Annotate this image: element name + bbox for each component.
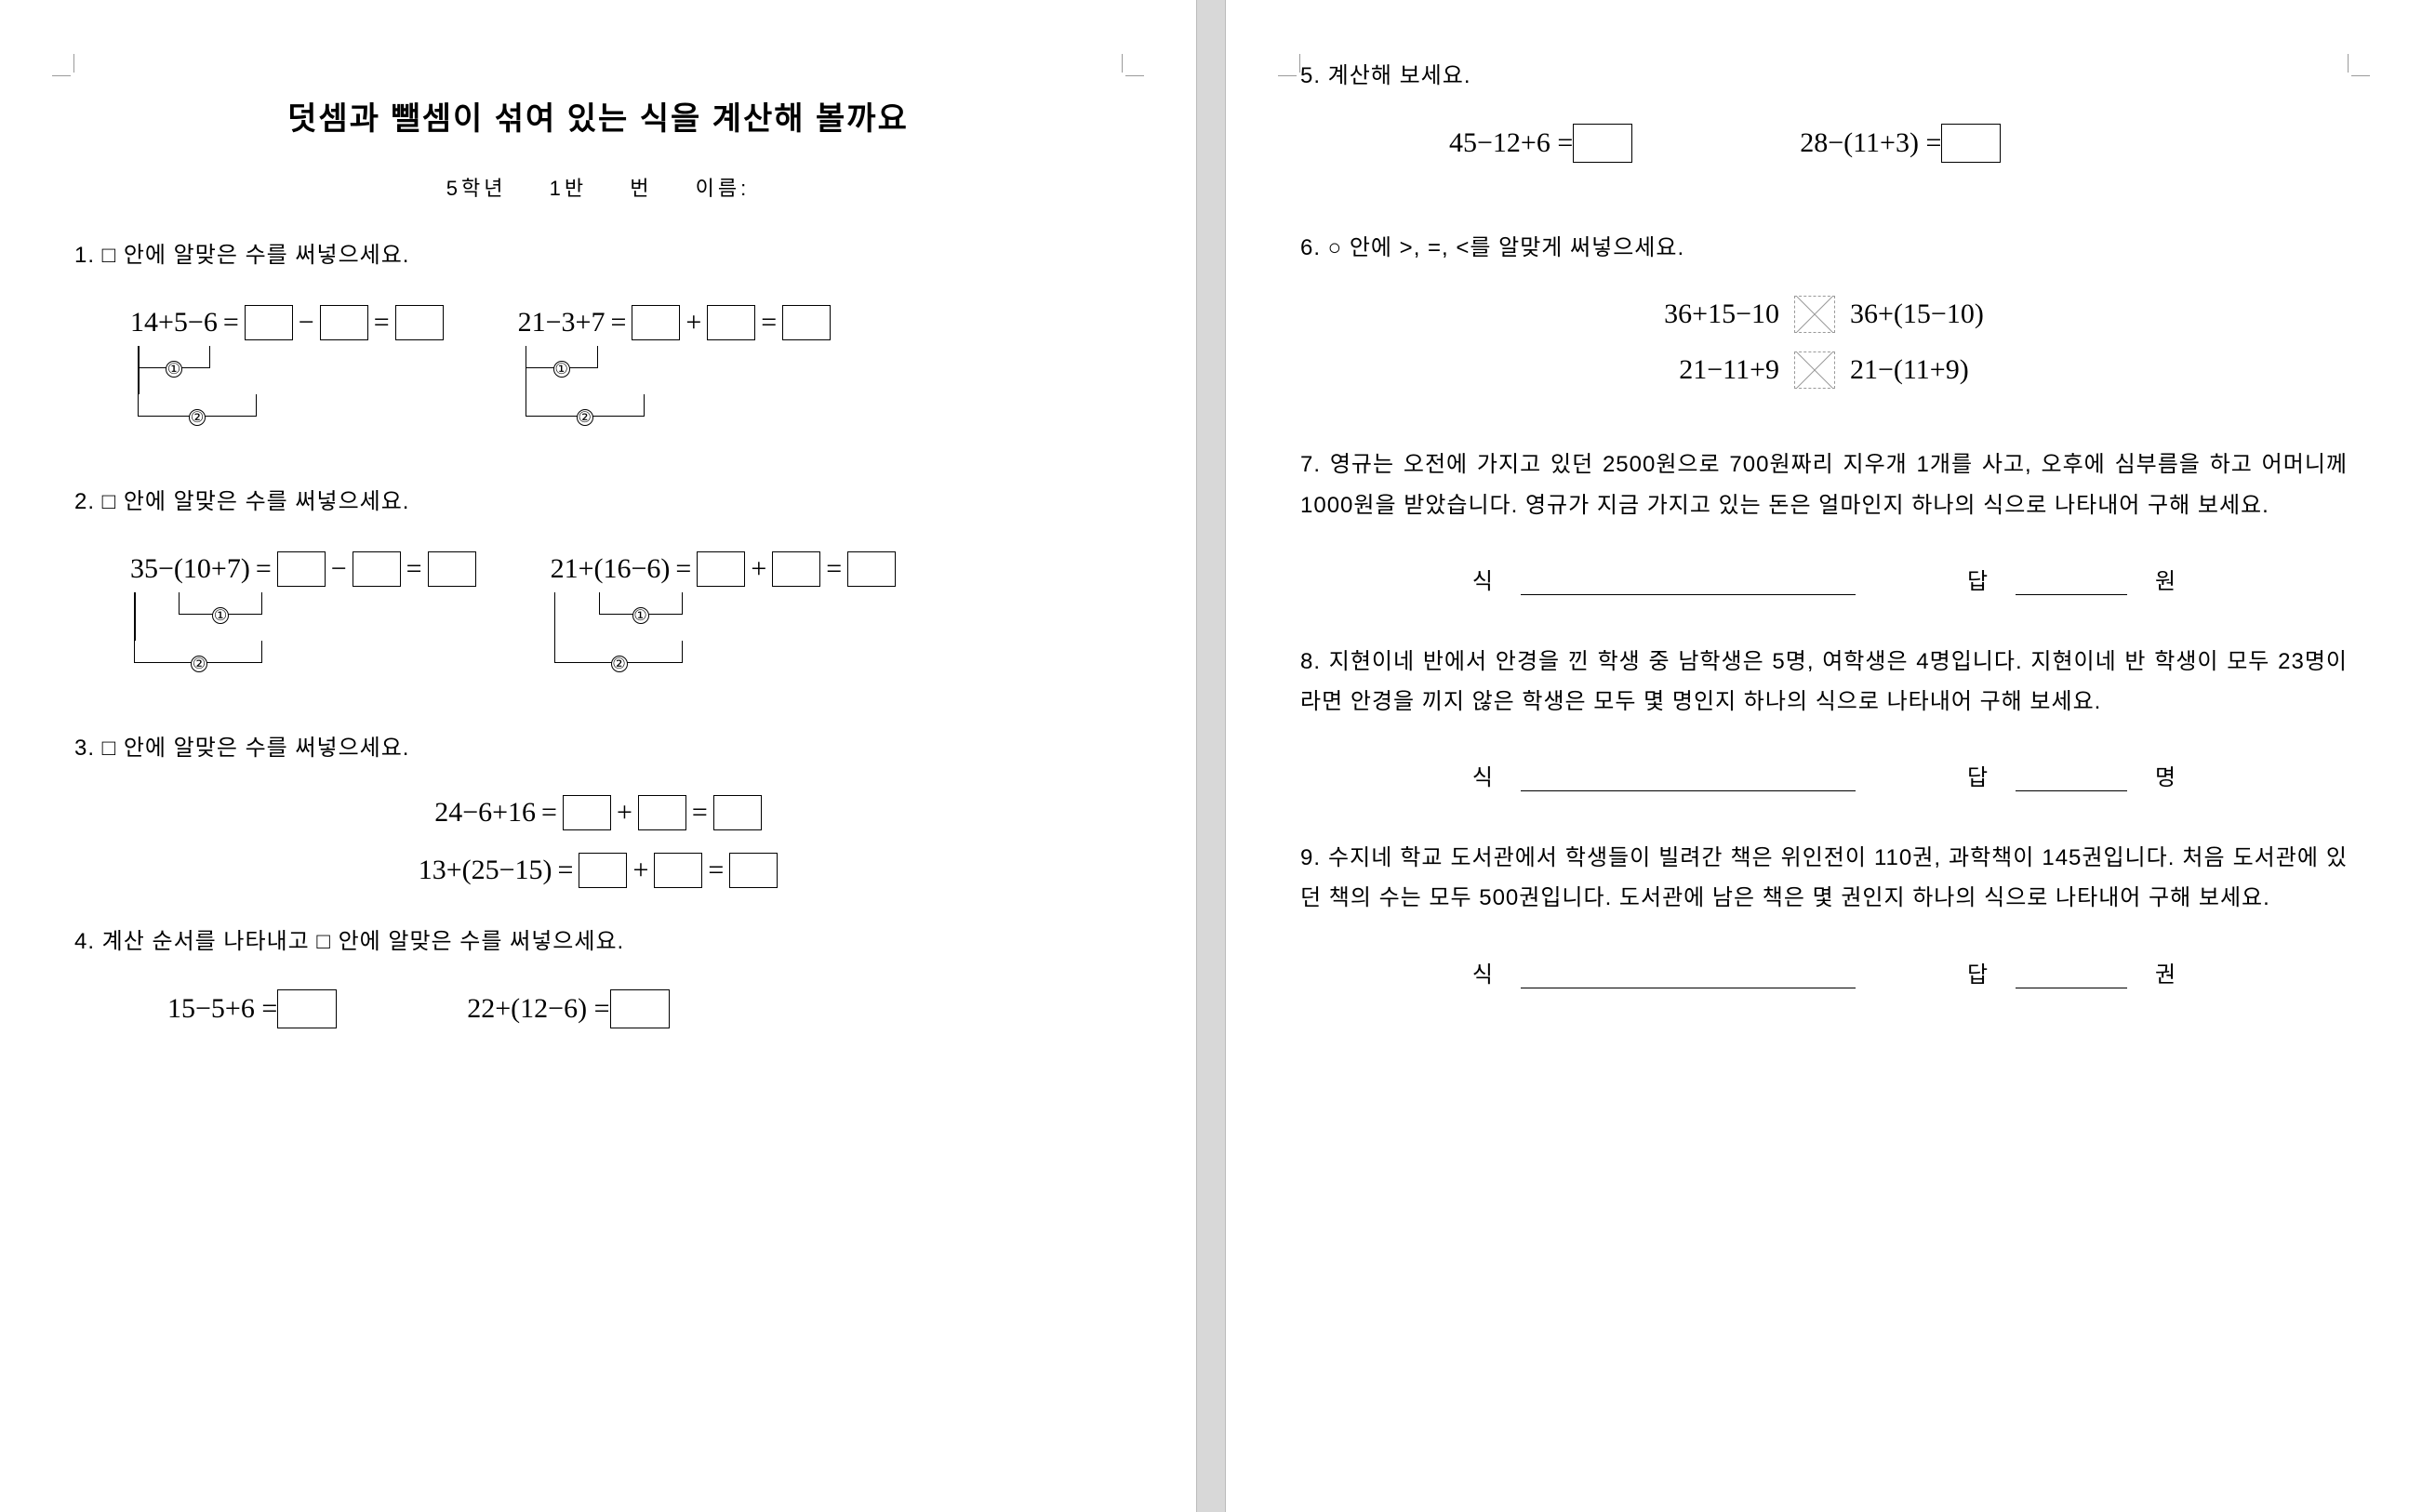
answer-box[interactable] (395, 305, 444, 340)
order-badge: ① (166, 361, 182, 378)
problem-text: 2. □ 안에 알맞은 수를 써넣으세요. (74, 482, 1122, 522)
expression-blank[interactable] (1521, 763, 1856, 791)
problem-1: 1. □ 안에 알맞은 수를 써넣으세요. 14+5−6 = − = ① ② (74, 235, 1122, 448)
number-label: 번 (630, 177, 652, 200)
answer-box[interactable] (1573, 124, 1632, 163)
crop-mark (52, 54, 74, 76)
q5-expr-b: 28−(11+3) = (1800, 124, 2001, 163)
answer-box[interactable] (713, 795, 762, 830)
answer-box[interactable] (579, 853, 627, 888)
sik-label: 식 (1472, 563, 1493, 595)
worksheet-title: 덧셈과 뺄셈이 섞여 있는 식을 계산해 볼까요 (74, 93, 1122, 139)
page-left: 덧셈과 뺄셈이 섞여 있는 식을 계산해 볼까요 5학년 1반 번 이름: 1.… (0, 0, 1196, 1512)
answer-box[interactable] (782, 305, 831, 340)
q3-expr-b: 13+(25−15) = + = (419, 853, 778, 888)
sik-label: 식 (1472, 759, 1493, 791)
unit-label: 원 (2155, 563, 2176, 595)
q2-expr-a: 35−(10+7) = − = ① ② (130, 551, 476, 695)
answer-box[interactable] (654, 853, 702, 888)
page-divider (1196, 0, 1226, 1512)
expression-blank[interactable] (1521, 567, 1856, 595)
answer-box[interactable] (847, 551, 896, 587)
problem-text: 1. □ 안에 알맞은 수를 써넣으세요. (74, 235, 1122, 275)
compare-box[interactable] (1794, 351, 1835, 389)
order-badge: ① (553, 361, 570, 378)
dap-label: 답 (1967, 563, 1988, 595)
crop-mark (2348, 54, 2370, 76)
answer-box[interactable] (563, 795, 611, 830)
problem-text: 4. 계산 순서를 나타내고 □ 안에 알맞은 수를 써넣으세요. (74, 922, 1122, 962)
q4-expr-a: 15−5+6 = (167, 989, 337, 1028)
expression-blank[interactable] (1521, 961, 1856, 988)
q6-line-1: 36+15−10 36+(15−10) (1664, 296, 1984, 333)
order-badge: ① (212, 607, 229, 624)
q3-expr-a: 24−6+16 = + = (434, 795, 762, 830)
answer-blank[interactable] (2016, 961, 2127, 988)
class: 1반 (550, 177, 587, 200)
answer-box[interactable] (707, 305, 755, 340)
q4-expr-b: 22+(12−6) = (467, 989, 669, 1028)
answer-box[interactable] (428, 551, 476, 587)
order-badge: ② (191, 656, 207, 672)
header-info: 5학년 1반 번 이름: (74, 172, 1122, 202)
answer-box[interactable] (277, 551, 326, 587)
answer-box[interactable] (697, 551, 745, 587)
answer-box[interactable] (245, 305, 293, 340)
order-badge: ② (577, 409, 593, 426)
name-label: 이름: (696, 177, 751, 200)
order-badge: ① (632, 607, 649, 624)
problem-8: 8. 지현이네 반에서 안경을 낀 학생 중 남학생은 5명, 여학생은 4명입… (1300, 642, 2348, 791)
problem-5: 5. 계산해 보세요. 45−12+6 = 28−(11+3) = (1300, 56, 2348, 163)
order-badge: ② (189, 409, 206, 426)
answer-box[interactable] (353, 551, 401, 587)
problem-7: 7. 영규는 오전에 가지고 있던 2500원으로 700원짜리 지우개 1개를… (1300, 444, 2348, 594)
answer-box[interactable] (632, 305, 680, 340)
q2-expr-b: 21+(16−6) = + = ① ② (551, 551, 897, 695)
problem-text: 6. ○ 안에 >, =, <를 알맞게 써넣으세요. (1300, 228, 2348, 268)
answer-blank[interactable] (2016, 763, 2127, 791)
answer-box[interactable] (277, 989, 337, 1028)
unit-label: 명 (2155, 759, 2176, 791)
problem-2: 2. □ 안에 알맞은 수를 써넣으세요. 35−(10+7) = − = ① … (74, 482, 1122, 695)
problem-text: 8. 지현이네 반에서 안경을 낀 학생 중 남학생은 5명, 여학생은 4명입… (1300, 642, 2348, 722)
problem-6: 6. ○ 안에 >, =, <를 알맞게 써넣으세요. 36+15−10 36+… (1300, 228, 2348, 389)
sik-label: 식 (1472, 956, 1493, 988)
grade: 5학년 (446, 177, 507, 200)
compare-box[interactable] (1794, 296, 1835, 333)
problem-9: 9. 수지네 학교 도서관에서 학생들이 빌려간 책은 위인전이 110권, 과… (1300, 838, 2348, 988)
answer-box[interactable] (610, 989, 670, 1028)
problem-3: 3. □ 안에 알맞은 수를 써넣으세요. 24−6+16 = + = 13+(… (74, 728, 1122, 887)
crop-mark (1278, 54, 1300, 76)
q1-expr-a: 14+5−6 = − = ① ② (130, 305, 444, 448)
answer-box[interactable] (638, 795, 686, 830)
dap-label: 답 (1967, 956, 1988, 988)
order-badge: ② (611, 656, 628, 672)
q1-expr-b: 21−3+7 = + = ① ② (518, 305, 832, 448)
problem-text: 5. 계산해 보세요. (1300, 56, 2348, 96)
q6-line-2: 21−11+9 21−(11+9) (1679, 351, 1968, 389)
unit-label: 권 (2155, 956, 2176, 988)
answer-box[interactable] (1941, 124, 2001, 163)
crop-mark (1122, 54, 1144, 76)
answer-box[interactable] (320, 305, 368, 340)
answer-box[interactable] (772, 551, 820, 587)
problem-text: 3. □ 안에 알맞은 수를 써넣으세요. (74, 728, 1122, 768)
dap-label: 답 (1967, 759, 1988, 791)
page-right: 5. 계산해 보세요. 45−12+6 = 28−(11+3) = 6. ○ 안… (1226, 0, 2422, 1512)
answer-blank[interactable] (2016, 567, 2127, 595)
problem-text: 9. 수지네 학교 도서관에서 학생들이 빌려간 책은 위인전이 110권, 과… (1300, 838, 2348, 918)
q5-expr-a: 45−12+6 = (1449, 124, 1632, 163)
problem-text: 7. 영규는 오전에 가지고 있던 2500원으로 700원짜리 지우개 1개를… (1300, 444, 2348, 524)
answer-box[interactable] (729, 853, 778, 888)
problem-4: 4. 계산 순서를 나타내고 □ 안에 알맞은 수를 써넣으세요. 15−5+6… (74, 922, 1122, 1028)
